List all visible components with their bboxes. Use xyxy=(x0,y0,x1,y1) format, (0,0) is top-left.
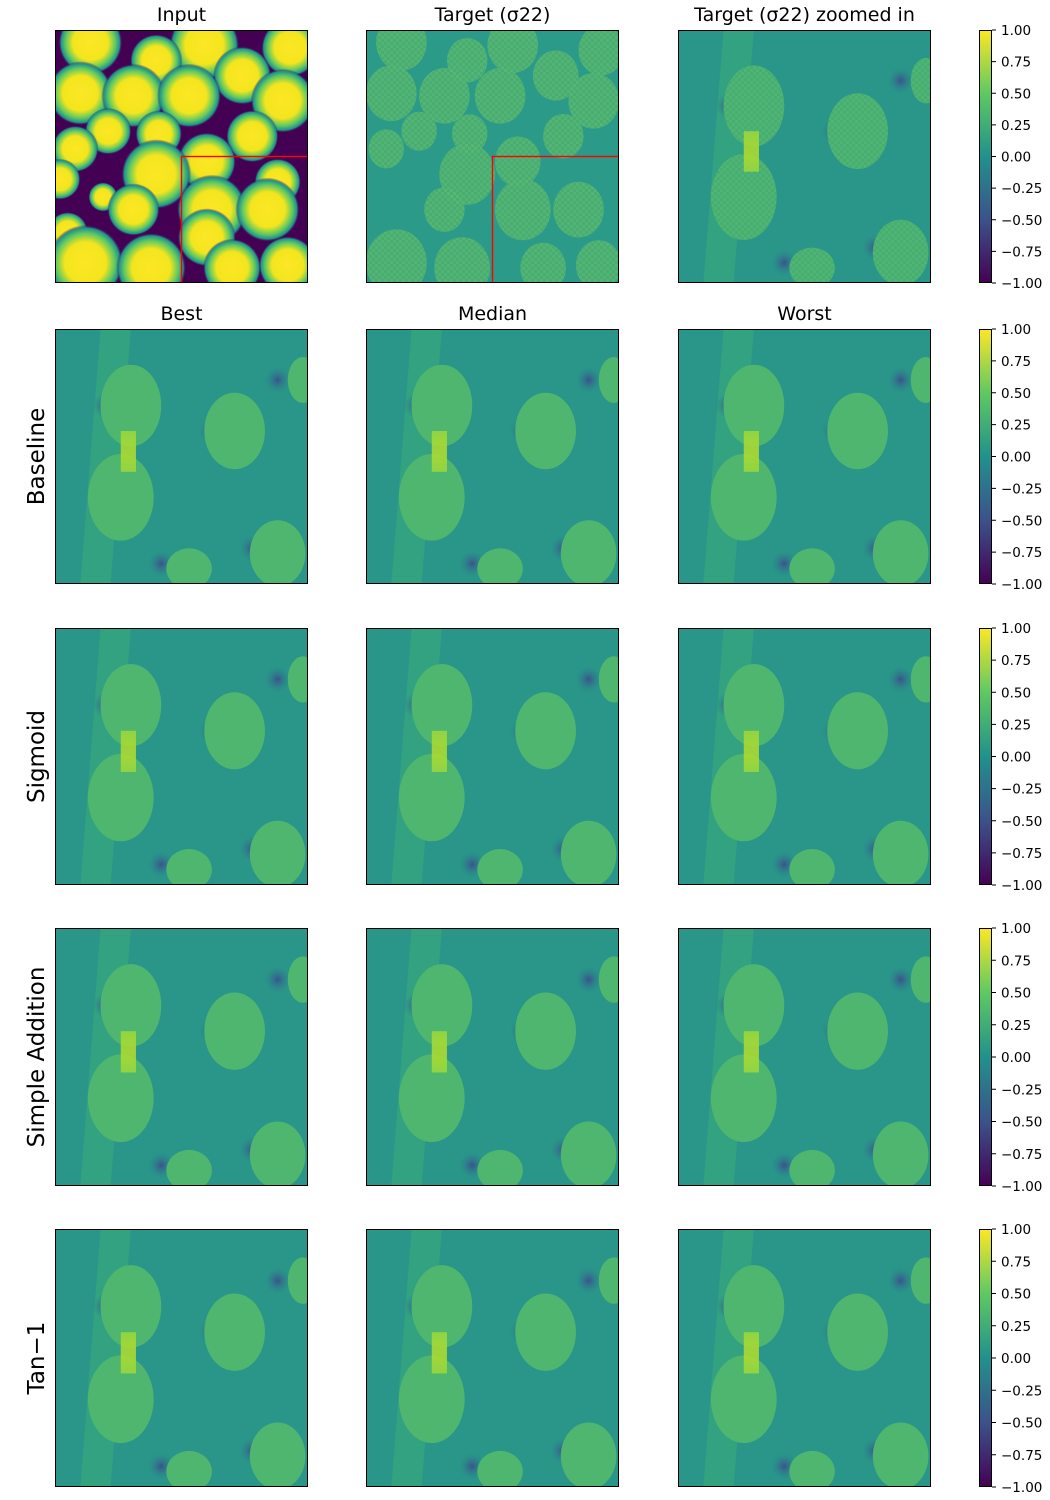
prediction-panel xyxy=(55,329,308,584)
target-zoomed-heatmap-image xyxy=(678,30,931,283)
target-panel xyxy=(366,30,619,283)
prediction-heatmap-image xyxy=(366,628,619,885)
colorbar-tick-label: 0.25 xyxy=(1001,717,1031,733)
colorbar-tick-label: −1.00 xyxy=(1001,1480,1042,1496)
zoom-region-box xyxy=(491,155,619,283)
colorbar-tick-label: 1.00 xyxy=(1001,921,1031,937)
prediction-heatmap-image xyxy=(55,928,308,1186)
panel-title: Target (σ22) xyxy=(434,4,551,26)
colorbar-tick-label: 0.50 xyxy=(1001,386,1031,402)
colorbar: 1.00 0.75 0.50 0.25 0.00 −0.25 −0.50 −0.75 −1.00 xyxy=(979,23,1042,292)
input-panel xyxy=(55,30,308,283)
prediction-panel xyxy=(678,628,931,885)
colorbar-gradient xyxy=(979,928,992,1186)
row-label: Simple Addition xyxy=(24,967,50,1148)
colorbar-tick-label: −0.25 xyxy=(1001,1383,1042,1399)
colorbar-tick-label: −0.75 xyxy=(1001,1448,1042,1464)
prediction-heatmap-image xyxy=(678,928,931,1186)
prediction-heatmap-image xyxy=(55,1229,308,1487)
row-label: Tan−1 xyxy=(24,1322,50,1396)
colorbar: 1.00 0.75 0.50 0.25 0.00 −0.25 −0.50 −0.75 −1.00 xyxy=(979,621,1042,894)
colorbar-tick-label: 0.00 xyxy=(1001,1050,1031,1066)
colorbar-tick-label: 0.25 xyxy=(1001,1319,1031,1335)
colorbar-tick-label: −0.75 xyxy=(1001,1147,1042,1163)
prediction-panel xyxy=(366,928,619,1186)
colorbar-tick-label: 0.75 xyxy=(1001,1254,1031,1270)
zoom-region-box xyxy=(180,155,308,283)
prediction-heatmap-image xyxy=(678,1229,931,1487)
colorbar-tick-label: 0.00 xyxy=(1001,150,1031,166)
input-heatmap-image xyxy=(55,30,308,283)
colorbar-tick-label: 0.25 xyxy=(1001,118,1031,134)
panel-title: Median xyxy=(458,303,527,325)
prediction-panel xyxy=(55,628,308,885)
colorbar-tick-label: −0.50 xyxy=(1001,213,1042,229)
prediction-panel xyxy=(678,1229,931,1487)
colorbar-gradient xyxy=(979,1229,992,1487)
prediction-heatmap-image xyxy=(55,329,308,584)
panel-title: Best xyxy=(160,303,202,325)
colorbar-gradient xyxy=(979,30,992,283)
panel-title: Worst xyxy=(777,303,831,325)
colorbar-tick-label: 0.00 xyxy=(1001,450,1031,466)
panel-title: Target (σ22) zoomed in xyxy=(693,4,915,26)
colorbar-tick-label: 1.00 xyxy=(1001,23,1031,39)
colorbar-tick-label: 0.25 xyxy=(1001,418,1031,434)
colorbar-tick-label: −0.75 xyxy=(1001,846,1042,862)
target-heatmap-image xyxy=(366,30,619,283)
colorbar-tick-label: 0.50 xyxy=(1001,685,1031,701)
colorbar: 1.00 0.75 0.50 0.25 0.00 −0.25 −0.50 −0.75 −1.00 xyxy=(979,1222,1042,1496)
colorbar-tick-label: −0.75 xyxy=(1001,545,1042,561)
colorbar-tick-label: −1.00 xyxy=(1001,878,1042,894)
colorbar-gradient xyxy=(979,329,992,584)
colorbar: 1.00 0.75 0.50 0.25 0.00 −0.25 −0.50 −0.75 −1.00 xyxy=(979,322,1042,593)
colorbar-tick-label: −0.25 xyxy=(1001,1082,1042,1098)
colorbar-tick-label: 0.75 xyxy=(1001,55,1031,71)
colorbar-tick-label: 0.00 xyxy=(1001,750,1031,766)
row-label: Sigmoid xyxy=(24,710,50,803)
colorbar-tick-label: −0.50 xyxy=(1001,1416,1042,1432)
prediction-heatmap-image xyxy=(366,928,619,1186)
colorbar-tick-label: 0.00 xyxy=(1001,1351,1031,1367)
prediction-panel xyxy=(366,329,619,584)
colorbar-tick-label: −1.00 xyxy=(1001,577,1042,593)
prediction-heatmap-image xyxy=(366,1229,619,1487)
colorbar-tick-label: 1.00 xyxy=(1001,322,1031,338)
colorbar-gradient xyxy=(979,628,992,885)
target-zoomed-panel xyxy=(678,30,931,283)
colorbar-tick-label: −1.00 xyxy=(1001,276,1042,292)
prediction-panel xyxy=(678,329,931,584)
row-label: Baseline xyxy=(24,408,50,506)
colorbar-tick-label: −0.50 xyxy=(1001,814,1042,830)
prediction-panel xyxy=(55,1229,308,1487)
prediction-panel xyxy=(55,928,308,1186)
prediction-panel xyxy=(366,1229,619,1487)
prediction-heatmap-image xyxy=(678,628,931,885)
colorbar-tick-label: 1.00 xyxy=(1001,621,1031,637)
colorbar-tick-label: 0.50 xyxy=(1001,86,1031,102)
prediction-panel xyxy=(366,628,619,885)
prediction-panel xyxy=(678,928,931,1186)
colorbar-tick-label: −1.00 xyxy=(1001,1179,1042,1195)
colorbar-tick-label: −0.75 xyxy=(1001,244,1042,260)
colorbar-tick-label: 0.50 xyxy=(1001,1287,1031,1303)
colorbar-tick-label: 0.25 xyxy=(1001,1018,1031,1034)
colorbar-tick-label: 0.50 xyxy=(1001,986,1031,1002)
colorbar-tick-label: 0.75 xyxy=(1001,953,1031,969)
prediction-heatmap-image xyxy=(678,329,931,584)
colorbar-tick-label: 1.00 xyxy=(1001,1222,1031,1238)
colorbar-tick-label: 0.75 xyxy=(1001,354,1031,370)
colorbar-tick-label: −0.50 xyxy=(1001,1115,1042,1131)
colorbar-tick-label: −0.25 xyxy=(1001,481,1042,497)
prediction-heatmap-image xyxy=(55,628,308,885)
prediction-heatmap-image xyxy=(366,329,619,584)
panel-title: Input xyxy=(157,4,206,26)
colorbar-tick-label: −0.50 xyxy=(1001,513,1042,529)
colorbar: 1.00 0.75 0.50 0.25 0.00 −0.25 −0.50 −0.75 −1.00 xyxy=(979,921,1042,1195)
colorbar-tick-label: −0.25 xyxy=(1001,181,1042,197)
colorbar-tick-label: −0.25 xyxy=(1001,782,1042,798)
colorbar-tick-label: 0.75 xyxy=(1001,653,1031,669)
